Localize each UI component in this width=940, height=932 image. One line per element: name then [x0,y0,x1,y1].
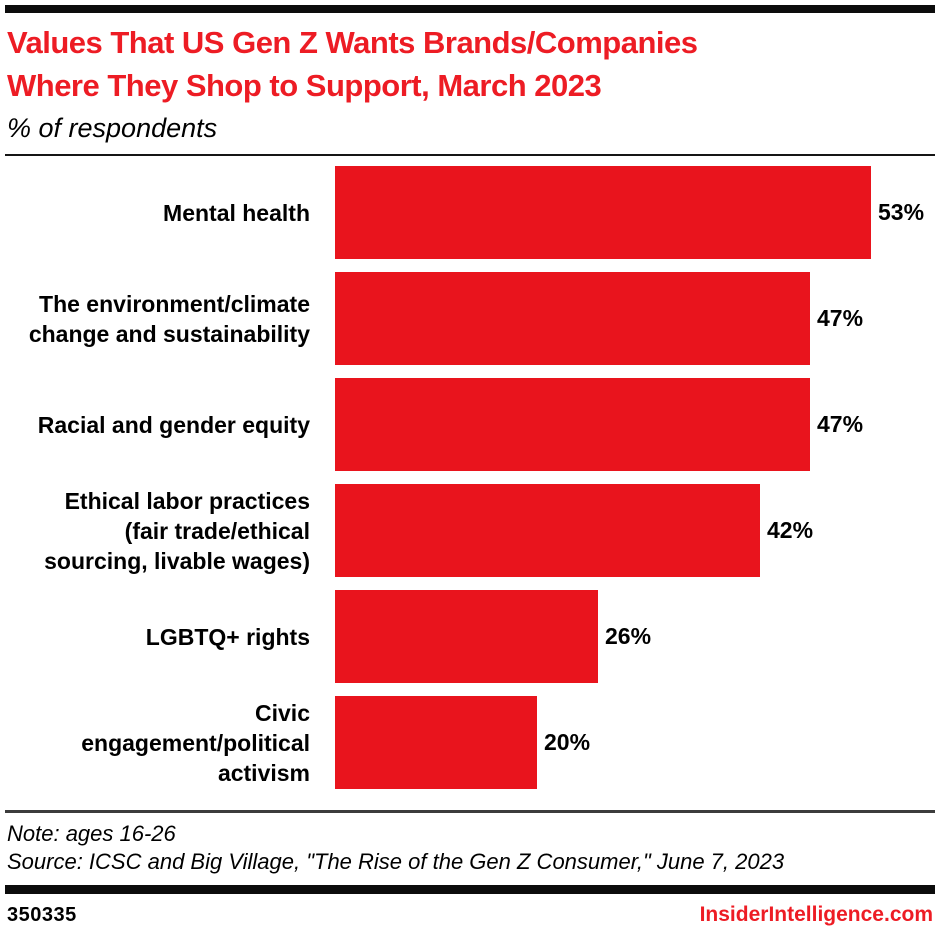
bar [335,272,810,365]
notes-section: Note: ages 16-26 Source: ICSC and Big Vi… [5,820,935,876]
bar [335,696,537,789]
bar-track: 26% [335,590,935,683]
bar-row: LGBTQ+ rights 26% [5,590,935,683]
header: Values That US Gen Z Wants Brands/Compan… [5,21,935,145]
bar-value-label: 42% [767,517,814,543]
bar-row: Racial and gender equity 47% [5,378,935,471]
category-label: Civic engagement/political activism [81,699,310,786]
chart-page: Values That US Gen Z Wants Brands/Compan… [0,5,940,932]
category-label: The environment/climate change and sustai… [28,290,310,347]
category-label: Mental health [163,199,310,226]
bar-value-label: 53% [878,199,925,225]
note-text: Note: ages 16-26 [7,821,176,846]
bar-track: 20% [335,696,935,789]
top-rule [5,5,935,13]
bar-track: 47% [335,272,935,365]
chart-title-line-2: Where They Shop to Support, March 2023 [7,68,602,103]
bar-chart: Mental health 53% The environment/climat… [5,166,935,789]
bar [335,378,810,471]
bar-value-label: 47% [817,305,864,331]
bar-row: The environment/climate change and sustai… [5,272,935,365]
source-text: Source: ICSC and Big Village, "The Rise … [7,849,785,874]
header-divider [5,154,935,156]
chart-id: 350335 [7,904,77,926]
category-label: Ethical labor practices (fair trade/ethic… [44,487,310,574]
footer: 350335 InsiderIntelligence.com [5,903,935,927]
chart-title: Values That US Gen Z Wants Brands/Compan… [7,21,933,107]
bar [335,166,871,259]
bottom-rule [5,885,935,894]
bar-value-label: 26% [605,623,652,649]
bar [335,484,760,577]
bar-track: 47% [335,378,935,471]
bar-track: 53% [335,166,935,259]
brand-wordmark: InsiderIntelligence.com [699,903,933,926]
bar-track: 42% [335,484,935,577]
bar-value-label: 47% [817,411,864,437]
category-label: Racial and gender equity [37,411,310,438]
chart-subtitle: % of respondents [7,113,218,143]
bar-row: Mental health 53% [5,166,935,259]
bar [335,590,598,683]
category-label: LGBTQ+ rights [145,623,310,650]
bar-row: Civic engagement/political activism 20% [5,696,935,789]
bar-row: Ethical labor practices (fair trade/ethic… [5,484,935,577]
note-divider [5,810,935,813]
chart-title-line-1: Values That US Gen Z Wants Brands/Compan… [7,25,698,60]
bar-value-label: 20% [544,729,591,755]
